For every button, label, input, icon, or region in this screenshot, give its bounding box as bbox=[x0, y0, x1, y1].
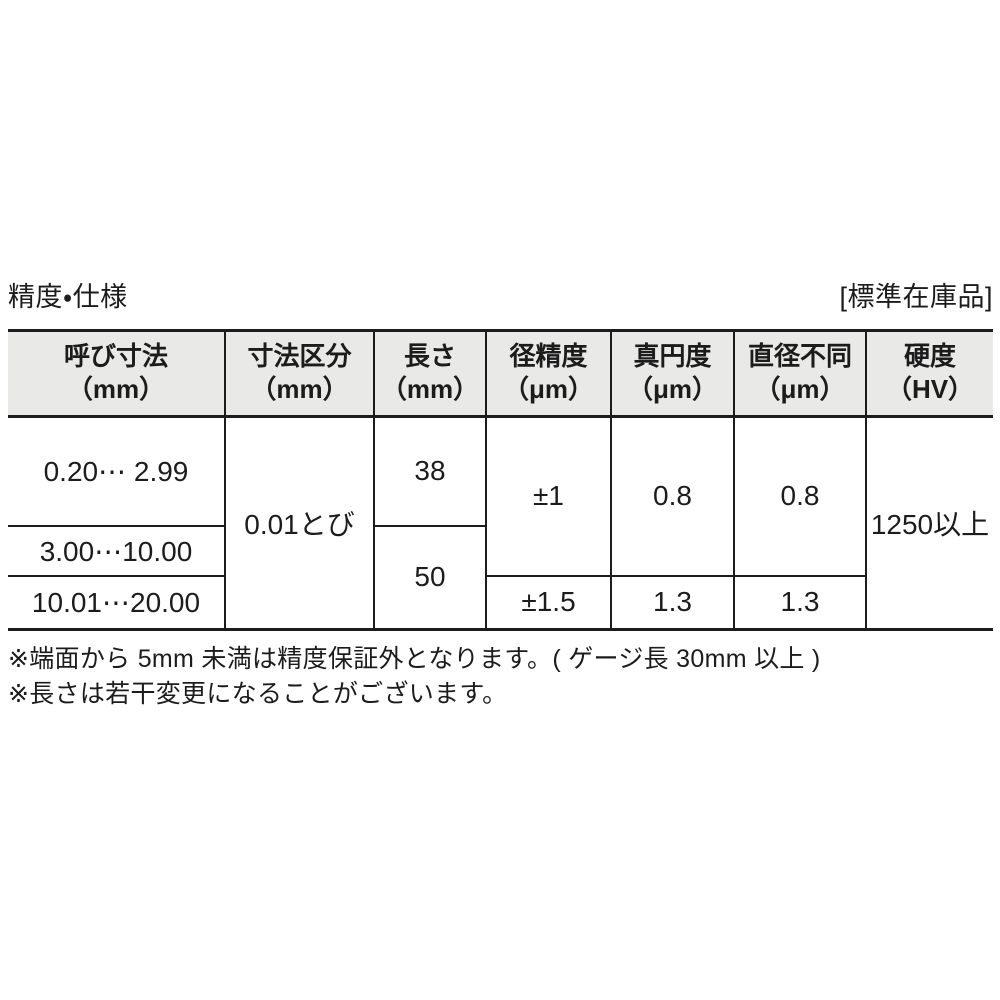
cell-diameter-variation-1: 0.8 bbox=[733, 416, 866, 578]
col-header-diameter-variation: 直径不同 （μm） bbox=[733, 330, 866, 418]
footnotes: ※端面から 5mm 未満は精度保証外となります。( ゲージ長 30mm 以上 )… bbox=[8, 642, 993, 713]
cell-diameter-accuracy-2: ±1.5 bbox=[485, 576, 611, 631]
cell-length-38: 38 bbox=[373, 416, 486, 528]
col-header-unit: （μm） bbox=[502, 374, 595, 405]
section-title: 精度・仕様 bbox=[8, 282, 128, 312]
cell-roundness-2: 1.3 bbox=[610, 576, 734, 631]
table-row: 10.01⋯20.00 ±1.5 1.3 1.3 bbox=[8, 576, 993, 631]
cell-nominal-size-row2: 3.00⋯10.00 bbox=[8, 526, 225, 578]
footnote-accuracy-guarantee: ※端面から 5mm 未満は精度保証外となります。( ゲージ長 30mm 以上 ) bbox=[8, 644, 821, 673]
col-header-label: 寸法区分 bbox=[247, 340, 352, 371]
col-header-unit: （mm） bbox=[66, 374, 166, 405]
cell-hardness: 1250以上 bbox=[865, 416, 993, 631]
col-header-label: 硬度 bbox=[903, 340, 956, 371]
col-header-label: 長さ bbox=[403, 340, 456, 371]
col-header-size-increment: 寸法区分 （mm） bbox=[224, 330, 374, 418]
cell-nominal-size-row1: 0.20⋯ 2.99 bbox=[8, 416, 225, 528]
cell-size-increment: 0.01とび bbox=[224, 416, 374, 631]
table-row: 3.00⋯10.00 50 bbox=[8, 526, 993, 631]
col-header-diameter-accuracy: 径精度 （μm） bbox=[485, 330, 611, 418]
col-header-unit: （mm） bbox=[380, 374, 480, 405]
cell-roundness-1: 0.8 bbox=[610, 416, 734, 578]
col-header-roundness: 真円度 （μm） bbox=[610, 330, 734, 418]
col-header-label: 真円度 bbox=[633, 340, 712, 371]
footnote-length-change: ※長さは若干変更になることがございます。 bbox=[8, 680, 508, 709]
col-header-label: 径精度 bbox=[509, 340, 588, 371]
col-header-label: 呼び寸法 bbox=[63, 340, 168, 371]
col-header-unit: （μm） bbox=[754, 374, 846, 405]
stock-label: [標準在庫品] bbox=[839, 282, 993, 312]
col-header-hardness: 硬度 （HV） bbox=[865, 330, 993, 418]
spec-section: 精度・仕様 [標準在庫品] 呼び寸法 （mm） bbox=[8, 282, 993, 713]
caption-row: 精度・仕様 [標準在庫品] bbox=[8, 282, 993, 313]
header-row: 呼び寸法 （mm） 寸法区分 （mm） 長さ （mm） 径精度 （μm） bbox=[8, 330, 993, 418]
spec-table: 呼び寸法 （mm） 寸法区分 （mm） 長さ （mm） 径精度 （μm） bbox=[8, 328, 993, 631]
cell-diameter-variation-2: 1.3 bbox=[733, 576, 866, 631]
col-header-unit: （mm） bbox=[250, 374, 349, 405]
col-header-unit: （HV） bbox=[885, 374, 975, 405]
col-header-length: 長さ （mm） bbox=[373, 330, 486, 418]
table-row: 0.20⋯ 2.99 0.01とび 38 ±1 0.8 0.8 1250以上 bbox=[8, 416, 993, 631]
cell-diameter-accuracy-1: ±1 bbox=[485, 416, 611, 578]
col-header-unit: （μm） bbox=[626, 374, 719, 405]
cell-nominal-size-row3: 10.01⋯20.00 bbox=[8, 576, 225, 631]
cell-length-50: 50 bbox=[373, 526, 486, 631]
col-header-label: 直径不同 bbox=[747, 340, 852, 371]
col-header-nominal-size: 呼び寸法 （mm） bbox=[8, 330, 225, 418]
